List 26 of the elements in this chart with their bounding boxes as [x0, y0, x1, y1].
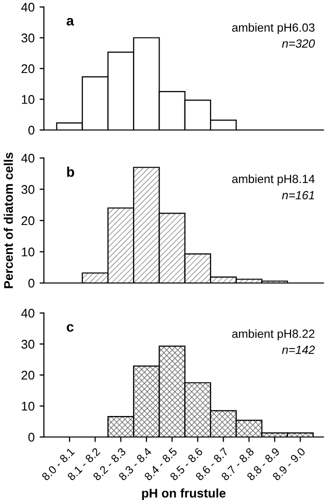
y-tick-label: 0 — [28, 432, 34, 442]
annotation: ambient pH8.22 — [232, 329, 314, 340]
y-tick-label: 30 — [21, 185, 34, 194]
y-tick-label: 0 — [28, 126, 34, 135]
annotation: b — [67, 166, 74, 177]
annotation: n=161 — [282, 191, 314, 200]
annotation: a — [66, 18, 74, 26]
y-tick-label: 10 — [22, 402, 34, 411]
y-tick-label: 10 — [22, 248, 34, 256]
y-tick-label: 20 — [22, 216, 34, 226]
y-tick-label: 40 — [21, 154, 34, 163]
annotation: n=320 — [282, 39, 315, 48]
y-tick-label: 40 — [21, 308, 34, 318]
y-tick-label: 0 — [28, 278, 34, 288]
y-tick-label: 20 — [22, 370, 34, 380]
y-tick-label: 20 — [22, 64, 34, 74]
y-tick-label: 40 — [21, 2, 34, 12]
annotation: ambient pH8.14 — [232, 174, 315, 186]
annotation: n=142 — [282, 346, 315, 354]
annotation: ambient pH6.03 — [232, 23, 314, 34]
x-axis-title: pH on frustule — [142, 488, 226, 500]
y-tick-label: 30 — [21, 34, 34, 42]
annotation: c — [66, 324, 74, 332]
y-tick-label: 10 — [22, 95, 34, 104]
y-tick-label: 30 — [21, 340, 34, 349]
y-axis-title: Percent of diatom cells — [4, 152, 13, 288]
